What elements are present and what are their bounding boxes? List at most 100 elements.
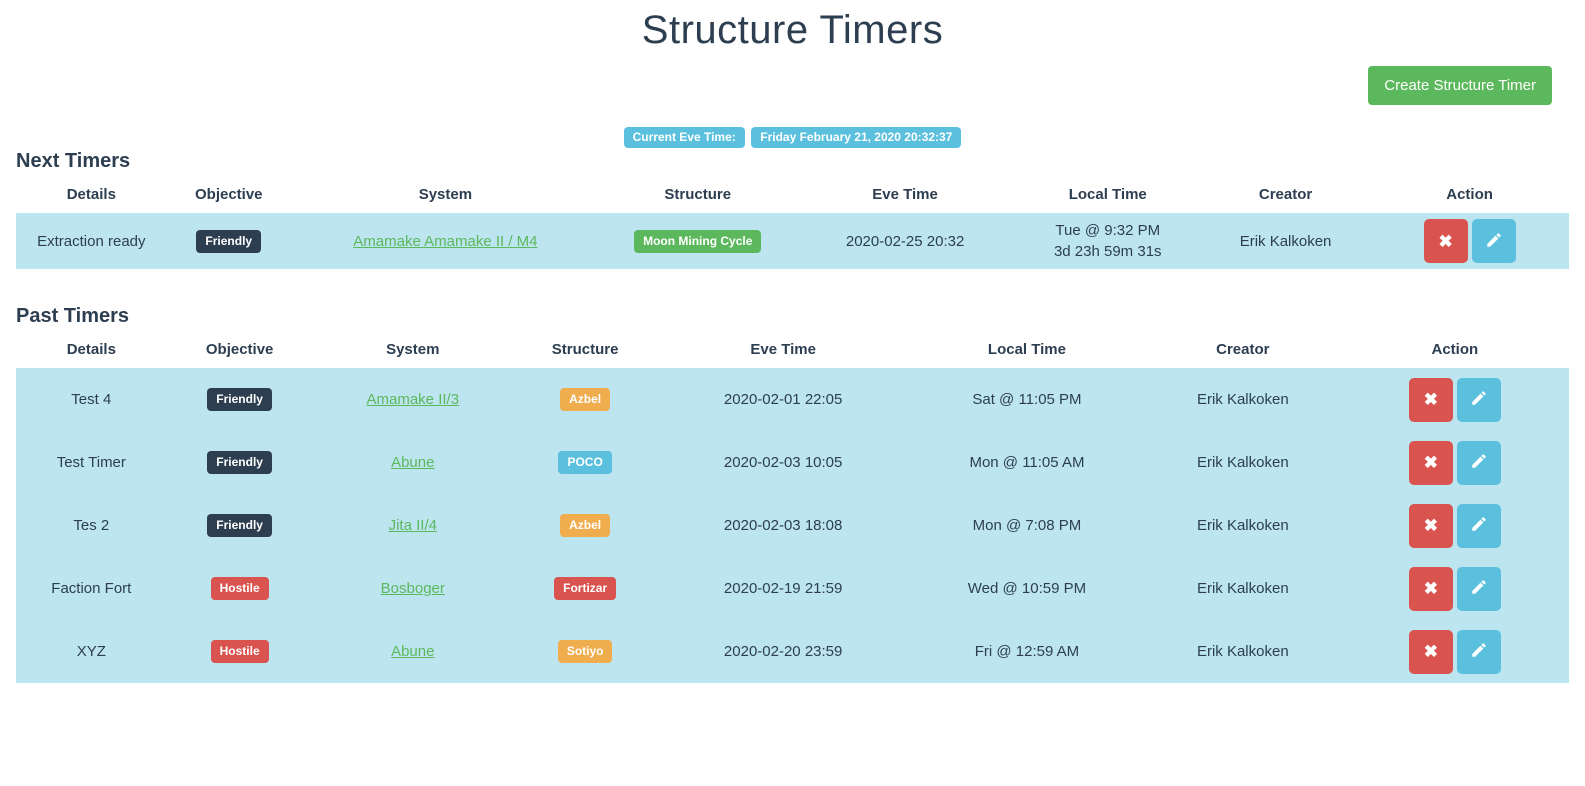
edit-timer-button[interactable] [1456,566,1501,611]
past-timers-heading: Past Timers [16,305,130,327]
system-link[interactable]: Amamake Amamake II / M4 [353,232,538,250]
system-link[interactable]: Bosboger [380,580,445,597]
timer-details: XYZ [16,620,167,683]
timer-eve-time: 2020-02-19 21:59 [657,557,909,620]
objective-badge: Hostile [210,577,269,600]
timer-actions: ✖ [1340,494,1569,557]
create-structure-timer-button[interactable]: Create Structure Timer [1368,66,1552,105]
next-timers-heading: Next Timers [16,150,131,172]
structure-badge: Sotiyo [557,640,613,663]
delete-icon: ✖ [1423,642,1438,661]
delete-timer-button[interactable]: ✖ [1408,629,1453,674]
column-header-structure: Structure [551,341,619,358]
delete-timer-button[interactable]: ✖ [1408,503,1453,548]
delete-timer-button[interactable]: ✖ [1408,440,1453,485]
delete-icon: ✖ [1423,516,1438,535]
eve-time-label: Current Eve Time: [623,127,745,148]
eve-clock: Current Eve Time: Friday February 21, 20… [0,127,1585,148]
objective-badge: Hostile [210,640,269,663]
column-header-action: Action [1431,341,1479,358]
timer-eve-time: 2020-02-03 18:08 [657,494,909,557]
timer-local-time: Mon @ 7:08 PM [908,494,1145,557]
timer-local-time: Fri @ 12:59 AM [908,620,1145,683]
local-time-text: Tue @ 9:32 PM [1055,222,1161,239]
structure-badge: Moon Mining Cycle [634,229,762,253]
delete-timer-button[interactable]: ✖ [1423,219,1468,263]
objective-badge: Friendly [207,388,272,411]
structure-badge: Fortizar [554,577,617,600]
timer-row: Test Timer Friendly Abune POCO 2020-02-0… [16,431,1569,494]
timer-eve-time: 2020-02-25 20:32 [795,213,1015,269]
timer-creator: Erik Kalkoken [1144,557,1341,620]
timer-local-time: Sat @ 11:05 PM [908,368,1145,431]
timer-local-time: Wed @ 10:59 PM [908,557,1145,620]
timer-eve-time: 2020-02-01 22:05 [657,368,909,431]
countdown-text: 3d 23h 59m 31s [1053,243,1162,260]
timer-creator: Erik Kalkoken [1144,368,1341,431]
timer-row: Tes 2 Friendly Jita II/4 Azbel 2020-02-0… [16,494,1569,557]
delete-timer-button[interactable]: ✖ [1408,566,1453,611]
timer-details: Tes 2 [16,494,167,557]
timer-creator: Erik Kalkoken [1144,431,1341,494]
timer-eve-time: 2020-02-03 10:05 [657,431,909,494]
timer-actions: ✖ [1340,620,1569,683]
timer-row: XYZ Hostile Abune Sotiyo 2020-02-20 23:5… [16,620,1569,683]
column-header-system: System [418,186,473,203]
edit-timer-button[interactable] [1456,503,1501,548]
eve-time-value: Friday February 21, 2020 20:32:37 [751,127,962,148]
column-header-eve-time: Eve Time [872,186,938,203]
column-header-objective: Objective [205,341,274,358]
column-header-details: Details [66,341,116,358]
objective-badge: Friendly [207,451,272,474]
delete-icon: ✖ [1423,453,1438,472]
structure-badge: Azbel [560,388,611,411]
timer-creator: Erik Kalkoken [1144,620,1341,683]
structure-timers-page: Structure Timers Create Structure Timer … [0,8,1585,763]
system-link[interactable]: Abune [391,643,435,660]
objective-badge: Friendly [196,229,262,253]
timer-details: Extraction ready [16,213,167,269]
objective-badge: Friendly [207,514,272,537]
column-header-local-time: Local Time [987,341,1066,358]
edit-timer-button[interactable] [1456,440,1501,485]
timer-creator: Erik Kalkoken [1200,213,1371,269]
next-timers-table: Details Objective System Structure Eve T… [16,173,1569,269]
next-timers-header-row: Details Objective System Structure Eve T… [16,173,1569,213]
column-header-creator: Creator [1216,341,1270,358]
column-header-local-time: Local Time [1068,186,1147,203]
timer-details: Faction Fort [16,557,167,620]
timer-actions: ✖ [1370,213,1569,269]
structure-badge: POCO [558,451,612,474]
edit-timer-button[interactable] [1456,629,1501,674]
delete-icon: ✖ [1423,390,1438,409]
column-header-structure: Structure [664,186,732,203]
page-title: Structure Timers [641,8,944,52]
column-header-eve-time: Eve Time [750,341,816,358]
delete-timer-button[interactable]: ✖ [1408,377,1453,422]
system-link[interactable]: Amamake II/3 [366,391,460,408]
system-link[interactable]: Abune [391,454,435,471]
pencil-icon [1470,641,1488,662]
system-link[interactable]: Jita II/4 [388,517,437,534]
timer-actions: ✖ [1340,557,1569,620]
pencil-icon [1470,389,1488,410]
pencil-icon [1485,231,1503,252]
timer-row: Extraction ready Friendly Amamake Amamak… [16,213,1569,269]
pencil-icon [1470,452,1488,473]
timer-row: Faction Fort Hostile Bosboger Fortizar 2… [16,557,1569,620]
edit-timer-button[interactable] [1471,219,1516,263]
past-timers-table: Details Objective System Structure Eve T… [16,328,1569,683]
timer-local-time: Tue @ 9:32 PM 3d 23h 59m 31s [1014,213,1201,269]
timer-actions: ✖ [1340,431,1569,494]
column-header-system: System [386,341,440,358]
column-header-objective: Objective [194,186,263,203]
timer-eve-time: 2020-02-20 23:59 [657,620,909,683]
column-header-details: Details [66,186,116,203]
delete-icon: ✖ [1423,579,1438,598]
edit-timer-button[interactable] [1456,377,1501,422]
column-header-creator: Creator [1258,186,1313,203]
pencil-icon [1470,578,1488,599]
timer-creator: Erik Kalkoken [1144,494,1341,557]
timer-local-time: Mon @ 11:05 AM [908,431,1145,494]
column-header-action: Action [1446,186,1493,203]
